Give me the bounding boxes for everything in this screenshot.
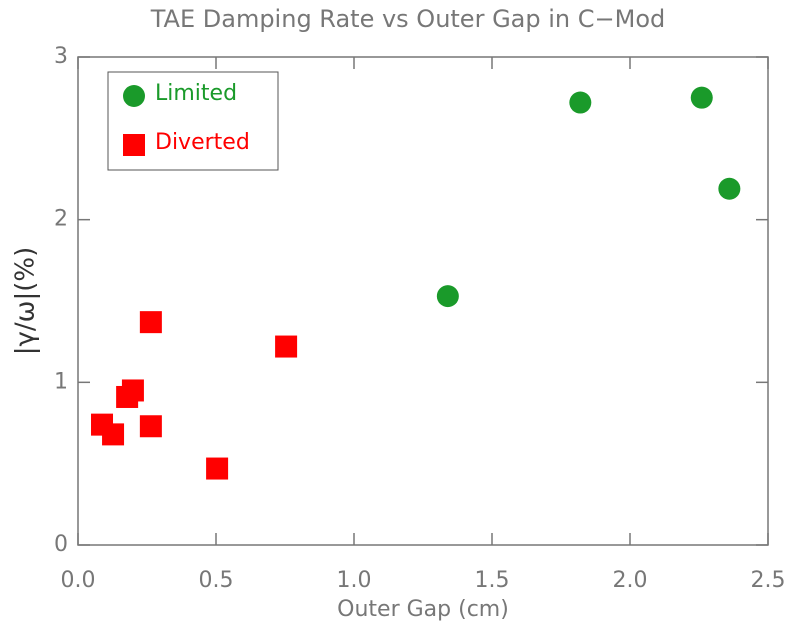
y-axis-label: |γ/ω|(%) (11, 247, 41, 355)
circle-marker (569, 91, 592, 114)
y-tick-label: 1 (54, 369, 68, 394)
x-tick-label: 2.0 (613, 568, 648, 593)
legend-label: Limited (155, 81, 237, 106)
square-marker (275, 335, 298, 358)
x-tick-label: 0.5 (199, 568, 234, 593)
square-marker (102, 423, 125, 446)
y-tick-label: 3 (54, 44, 68, 69)
square-marker (121, 379, 144, 402)
legend-box (107, 71, 279, 171)
x-axis-label: Outer Gap (cm) (337, 597, 509, 622)
x-tick-label: 0.0 (61, 568, 96, 593)
legend-swatch (123, 134, 145, 156)
legend-swatch (123, 85, 145, 107)
square-marker (206, 457, 229, 480)
y-tick-label: 2 (54, 207, 68, 232)
square-marker (139, 415, 162, 438)
plot-frame (77, 56, 769, 546)
circle-marker (690, 86, 713, 109)
x-tick-label: 1.5 (475, 568, 510, 593)
square-marker (139, 311, 162, 334)
x-tick-label: 1.0 (337, 568, 372, 593)
circle-marker (436, 285, 459, 308)
x-tick-label: 2.5 (751, 568, 786, 593)
circle-marker (718, 177, 741, 200)
y-tick-label: 0 (54, 532, 68, 557)
legend-label: Diverted (155, 130, 250, 155)
chart-title: TAE Damping Rate vs Outer Gap in C−Mod (150, 5, 666, 33)
